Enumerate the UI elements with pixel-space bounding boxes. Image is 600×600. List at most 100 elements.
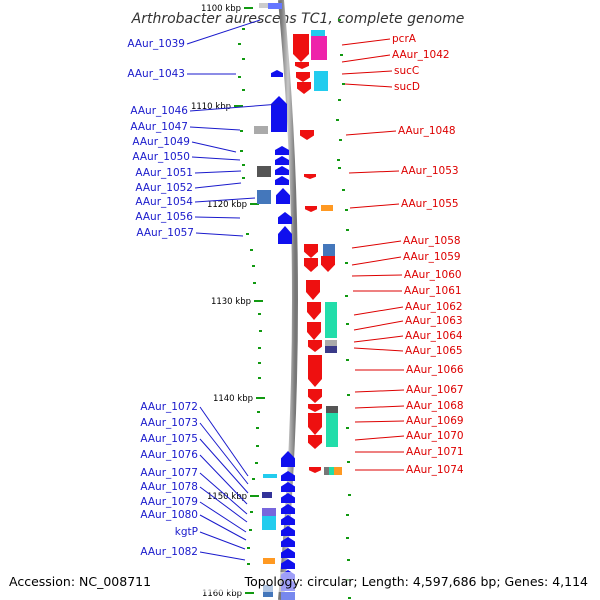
reverse-gene-arrow: [281, 471, 295, 481]
gene-label-right: AAur_1063: [405, 315, 463, 327]
leader-line-right: [353, 335, 404, 343]
gene-aaur-1078-navy: [262, 492, 272, 498]
leader-line-right: [354, 389, 405, 393]
leader-line-left: [199, 406, 249, 477]
gene-aaur-1046-arrow: [271, 96, 287, 132]
kbp-label: 1140 kbp: [213, 394, 253, 404]
leader-line-left: [199, 551, 246, 561]
gene-aaur-1069-green: [326, 413, 338, 447]
gene-label-right: AAur_1058: [403, 235, 461, 247]
leader-line-right: [341, 38, 391, 46]
leader-line-left: [199, 472, 248, 515]
gene-aaur-1059-box: [323, 244, 335, 258]
gene-sucC-cyan: [314, 71, 328, 91]
gene-label-left: AAur_1057: [136, 227, 194, 239]
gene-label-right: sucC: [394, 65, 419, 77]
gene-aaur-1048-arrow: [300, 130, 314, 140]
leader-line-left: [199, 514, 247, 541]
accession-text: Accession: NC_008711: [9, 574, 151, 589]
gene-label-right: AAur_1067: [406, 384, 464, 396]
gene-label-right: AAur_1059: [403, 251, 461, 263]
leader-line-left: [199, 501, 247, 533]
forward-gene-arrow: [321, 256, 335, 272]
footer-backdrop: [0, 572, 600, 592]
gene-label-right: AAur_1065: [405, 345, 463, 357]
leader-line-right: [351, 240, 402, 249]
gene-aaur-1080-cyan: [262, 516, 276, 530]
gene-label-left: AAur_1052: [135, 182, 193, 194]
gene-label-left: AAur_1077: [140, 467, 198, 479]
leader-line-left: [194, 216, 241, 219]
gene-label-left: AAur_1079: [140, 496, 198, 508]
leader-line-left: [194, 170, 242, 174]
gene-label-left: AAur_1072: [140, 401, 198, 413]
gene-label-left: kgtP: [175, 526, 198, 538]
forward-gene-arrow: [304, 244, 318, 258]
forward-gene-arrow: [307, 322, 321, 340]
forward-gene-arrow: [295, 62, 309, 69]
leader-line-right: [351, 256, 402, 266]
reverse-gene-arrow: [275, 156, 289, 165]
gene-bottom-blue: [281, 592, 295, 600]
reverse-gene-arrow: [281, 451, 295, 467]
gene-label-left: AAur_1056: [135, 211, 193, 223]
leader-line-left: [189, 103, 281, 112]
gene-aaur-1047-grey: [254, 126, 268, 134]
gene-label-right: sucD: [394, 81, 420, 93]
forward-gene-arrow: [308, 413, 322, 435]
leader-line-left: [199, 486, 248, 523]
leader-line-right: [349, 203, 400, 209]
leader-line-right: [345, 130, 397, 136]
leader-line-left: [199, 531, 246, 550]
gene-label-right: AAur_1048: [398, 125, 456, 137]
forward-gene-arrow: [308, 340, 322, 352]
gene-aaur-1074-green: [329, 467, 334, 475]
gene-aaur-1079-purple: [262, 508, 276, 516]
gene-aaur-1055-arrow: [305, 206, 317, 212]
gene-label-left: AAur_1049: [132, 136, 190, 148]
gene-pcrA-cyan: [311, 30, 325, 36]
right-gene-labels: pcrA AAur_1042 sucC sucD AAur_1048 AAur_1053 A…: [392, 33, 464, 476]
gene-label-right: pcrA: [392, 33, 417, 45]
leader-line-left: [191, 156, 241, 161]
gene-track: [254, 3, 342, 600]
gene-aaur-1068-grey: [326, 406, 338, 413]
gene-label-left: AAur_1080: [140, 509, 198, 521]
gene-aaur-1042-arrow: [293, 34, 309, 62]
leader-line-left: [189, 126, 241, 131]
kbp-label: 1110 kbp: [191, 102, 231, 112]
leader-line-right: [354, 405, 405, 409]
gene-label-left: AAur_1046: [130, 105, 188, 117]
leader-line-right: [353, 320, 404, 331]
gene-label-right: AAur_1070: [406, 430, 464, 442]
leader-line-left: [194, 182, 242, 189]
gene-aaur-1074-grey: [324, 467, 329, 475]
gene-sucD-arrow: [297, 82, 311, 94]
gene-aaur-1055-orange: [321, 205, 333, 211]
map-title: Arthrobacter aurescens TC1, complete gen…: [131, 11, 465, 27]
gene-pcrA-magenta: [311, 36, 327, 60]
forward-gene-arrow: [304, 258, 318, 272]
kbp-label: 1120 kbp: [207, 200, 247, 210]
gene-aaur-1053-arrow: [304, 174, 316, 179]
gene-label-right: AAur_1069: [406, 415, 464, 427]
gene-label-right: AAur_1062: [405, 301, 463, 313]
gene-label-right: AAur_1068: [406, 400, 464, 412]
reverse-gene-arrow: [275, 176, 289, 185]
gene-label-right: AAur_1074: [406, 464, 464, 476]
gene-label-left: AAur_1073: [140, 417, 198, 429]
reverse-gene-arrow: [281, 493, 295, 503]
kbp-label: 1160 kbp: [202, 589, 242, 599]
leader-line-left: [199, 422, 249, 485]
leader-line-left: [191, 141, 237, 153]
forward-gene-arrow: [307, 302, 321, 320]
leader-line-left: [194, 197, 256, 203]
gene-top-blue: [268, 3, 282, 9]
reverse-gene-arrow: [281, 526, 295, 536]
gene-label-right: AAur_1061: [404, 285, 462, 297]
reverse-gene-arrow: [278, 212, 292, 224]
gene-label-left: AAur_1075: [140, 433, 198, 445]
kbp-label: 1100 kbp: [201, 4, 241, 14]
gene-label-right: AAur_1071: [406, 446, 464, 458]
